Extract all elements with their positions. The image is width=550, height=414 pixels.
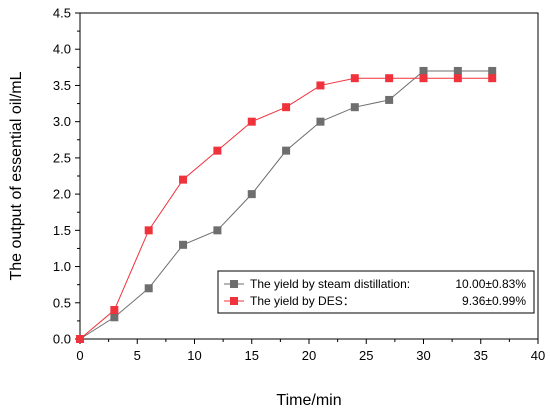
x-tick-label: 25	[359, 348, 373, 363]
legend-label-0: The yield by steam distillation:	[250, 277, 410, 291]
series-1-point	[110, 306, 119, 315]
x-tick-label: 5	[134, 348, 141, 363]
series-1-point	[488, 74, 497, 83]
y-tick-label: 0.0	[53, 332, 71, 347]
x-tick-label: 15	[245, 348, 259, 363]
y-tick-label: 1.5	[53, 223, 71, 238]
x-tick-label: 40	[531, 348, 545, 363]
legend-value-1: 9.36±0.99%	[462, 294, 526, 308]
series-0-point	[350, 103, 359, 112]
legend-value-0: 10.00±0.83%	[455, 277, 526, 291]
y-tick-label: 1.0	[53, 259, 71, 274]
y-tick-label: 2.5	[53, 150, 71, 165]
y-tick-label: 4.0	[53, 42, 71, 57]
x-tick-label: 0	[76, 348, 83, 363]
series-0-point	[213, 226, 222, 235]
x-tick-label: 30	[416, 348, 430, 363]
x-tick-label: 10	[187, 348, 201, 363]
y-tick-label: 3.5	[53, 78, 71, 93]
x-axis-title: Time/min	[276, 392, 341, 409]
series-1-point	[316, 81, 325, 90]
series-0-point	[453, 66, 462, 75]
series-1-point	[282, 103, 291, 112]
series-1-point	[76, 335, 84, 343]
series-1-point	[453, 74, 462, 83]
y-tick-label: 4.5	[53, 6, 71, 21]
series-0-point	[144, 284, 153, 293]
series-0-point	[488, 66, 497, 75]
legend-box	[217, 270, 535, 314]
legend-marker-0	[230, 280, 238, 288]
series-0-point	[179, 240, 188, 249]
y-tick-label: 3.0	[53, 114, 71, 129]
series-1-point	[247, 117, 256, 126]
series-0-point	[247, 190, 256, 199]
y-tick-label: 0.5	[53, 295, 71, 310]
legend-label-1: The yield by DES：	[250, 294, 355, 308]
series-1-point	[385, 74, 394, 83]
series-0-point	[110, 313, 119, 322]
series-0-point	[316, 117, 325, 126]
x-tick-label: 35	[474, 348, 488, 363]
series-1-point	[419, 74, 428, 83]
series-0-point	[419, 66, 428, 75]
series-1-point	[350, 74, 359, 83]
x-tick-label: 20	[302, 348, 316, 363]
y-axis-title: The output of essential oil/mL	[8, 71, 25, 280]
series-0-point	[385, 95, 394, 104]
series-0-point	[282, 146, 291, 155]
series-1-point	[144, 226, 153, 235]
series-1-point	[213, 146, 222, 155]
series-1-point	[179, 175, 188, 184]
legend-marker-1	[230, 297, 238, 305]
y-tick-label: 2.0	[53, 187, 71, 202]
